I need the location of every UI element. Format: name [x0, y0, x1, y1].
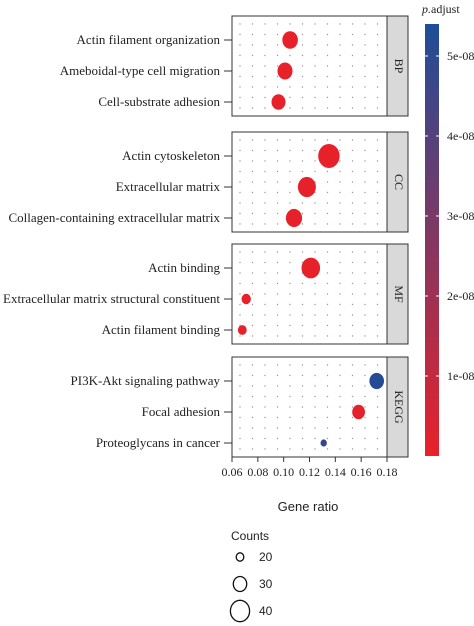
term-label: Ameboidal-type cell migration: [60, 63, 221, 78]
color-tick-label: 1e-08: [447, 369, 474, 383]
term-label: Actin filament binding: [102, 322, 221, 337]
facet-strip: [386, 243, 409, 345]
dot-actin-binding: [301, 257, 321, 279]
dot-collagen-containing-extracellular-matrix: [285, 208, 303, 228]
color-legend: 1e-08 2e-08 3e-08 4e-08 5e-08 p.adjust: [421, 2, 474, 456]
x-tick-label: 0.16: [351, 465, 372, 479]
term-label: Collagen-containing extracellular matrix: [8, 210, 220, 225]
x-axis: 0.06 0.08 0.10 0.12 0.14 0.16 0.18: [222, 457, 398, 479]
color-tick-label: 5e-08: [447, 49, 474, 63]
facet-panel-mf: MF Actin binding Extracellular matrix stru…: [3, 243, 409, 345]
color-tick-label: 3e-08: [447, 209, 474, 223]
facet-strip: [386, 356, 409, 458]
size-legend-label: 20: [259, 550, 273, 564]
size-legend-circle: [235, 552, 245, 562]
grid-dots: [239, 251, 379, 337]
grid-dots: [239, 139, 379, 225]
dot-actin-filament-organization: [282, 31, 298, 49]
dot-focal-adhesion: [352, 404, 365, 420]
size-legend: Counts 20 30 40: [229, 529, 273, 623]
facet-strip: [386, 15, 409, 117]
x-tick-label: 0.12: [299, 465, 320, 479]
panel-frame: [231, 15, 388, 117]
size-legend-label: 30: [259, 577, 273, 591]
size-legend-label: 40: [259, 604, 273, 618]
size-legend-title: Counts: [231, 529, 269, 543]
facet-label: MF: [392, 285, 406, 303]
term-label: Cell-substrate adhesion: [98, 94, 220, 109]
facet-panel-kegg: KEGG PI3K-Akt signaling pathway Focal adhe…: [71, 356, 409, 458]
facet-panels: BP Actin filament organization Ameboidal-t…: [3, 15, 409, 458]
color-bar: [425, 24, 439, 456]
term-label: Actin filament organization: [77, 32, 221, 47]
x-tick-label: 0.10: [273, 465, 294, 479]
dot-extracellular-matrix: [297, 176, 316, 198]
dot-actin-filament-binding: [237, 325, 247, 335]
facet-label: CC: [392, 174, 406, 190]
term-label: Actin cytoskeleton: [122, 148, 220, 163]
facet-label: BP: [392, 59, 406, 74]
x-tick-label: 0.08: [247, 465, 268, 479]
dot-proteoglycans-in-cancer: [320, 439, 327, 447]
color-tick-label: 2e-08: [447, 289, 474, 303]
term-label: PI3K-Akt signaling pathway: [71, 373, 221, 388]
facet-label: KEGG: [392, 390, 406, 424]
size-legend-circle: [232, 575, 248, 593]
facet-strip: [386, 131, 409, 233]
dot-pi3k-akt-signaling-pathway: [369, 372, 385, 390]
dot-actin-cytoskeleton: [318, 144, 340, 168]
x-tick-label: 0.18: [377, 465, 398, 479]
dot-ameboidal-type-cell-migration: [277, 62, 293, 80]
term-label: Actin binding: [148, 260, 220, 275]
x-axis-title: Gene ratio: [278, 499, 339, 514]
facet-panel-cc: CC Actin cytoskeleton Extracellular matrix…: [8, 131, 409, 233]
panel-frame: [231, 356, 388, 458]
term-label: Extracellular matrix structural constitu…: [3, 291, 220, 306]
grid-dots: [239, 23, 379, 109]
x-tick-label: 0.14: [325, 465, 346, 479]
x-tick-label: 0.06: [222, 465, 243, 479]
term-label: Proteoglycans in cancer: [96, 435, 221, 450]
dot-cell-substrate-adhesion: [271, 94, 286, 110]
term-label: Extracellular matrix: [116, 179, 221, 194]
color-tick-label: 4e-08: [447, 129, 474, 143]
size-legend-circle: [229, 599, 251, 623]
color-legend-title: p.adjust: [421, 2, 460, 16]
term-label: Focal adhesion: [142, 404, 221, 419]
dot-extracellular-matrix-structural-constituent: [241, 293, 251, 305]
facet-panel-bp: BP Actin filament organization Ameboidal-t…: [60, 15, 409, 117]
